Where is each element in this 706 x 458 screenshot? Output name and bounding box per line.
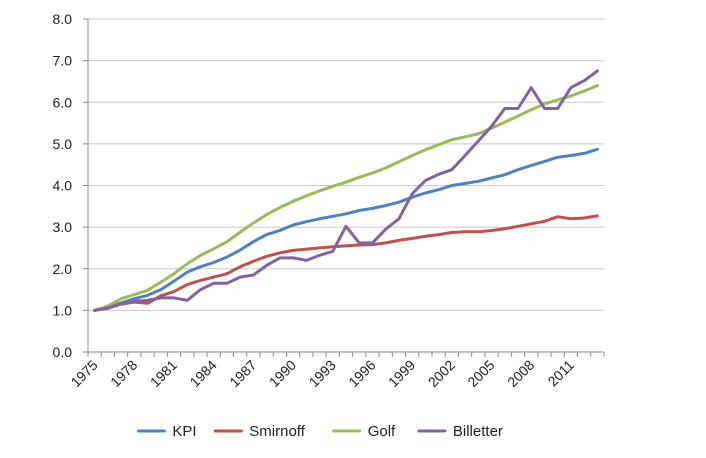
y-tick-label: 8.0 xyxy=(53,11,73,27)
x-tick-label: 1987 xyxy=(226,357,259,390)
x-tick-label: 2008 xyxy=(504,357,537,390)
y-tick-label: 5.0 xyxy=(53,136,73,152)
x-tick-label: 1981 xyxy=(147,357,180,390)
x-tick-label: 1993 xyxy=(306,357,339,390)
x-tick-label: 1990 xyxy=(266,357,299,390)
gridlines xyxy=(88,18,604,311)
x-tick-label: 2002 xyxy=(425,357,458,390)
legend-label-golf: Golf xyxy=(368,423,396,440)
x-tick-label: 1996 xyxy=(345,357,378,390)
x-tick-label: 1978 xyxy=(107,357,140,390)
y-tick-label: 0.0 xyxy=(53,344,73,360)
x-tick-label: 2011 xyxy=(544,357,577,390)
series-line-golf xyxy=(93,84,599,312)
y-tick-label: 7.0 xyxy=(53,53,73,69)
series-line-billetter xyxy=(93,69,599,312)
legend-label-kpi: KPI xyxy=(172,423,196,440)
axes xyxy=(83,18,605,357)
x-axis-ticks: 1975 1978 1981 1984 1987 1990 1993 1996 1999 2002… xyxy=(67,357,577,390)
y-tick-label: 4.0 xyxy=(53,178,73,194)
y-tick-label: 6.0 xyxy=(53,94,73,110)
x-tick-label: 2005 xyxy=(464,357,497,390)
y-tick-label: 1.0 xyxy=(53,302,73,318)
y-tick-label: 2.0 xyxy=(53,261,73,277)
series-lines xyxy=(93,69,599,312)
series-line-smirnoff xyxy=(93,214,599,312)
x-tick-label: 1999 xyxy=(385,357,418,390)
x-tick-label: 1975 xyxy=(67,357,100,390)
x-tick-label: 1984 xyxy=(186,357,219,390)
legend-label-smirnoff: Smirnoff xyxy=(249,423,305,440)
legend-label-billetter: Billetter xyxy=(453,423,503,440)
y-axis-ticks: 0.0 1.0 2.0 3.0 4.0 5.0 6.0 7.0 8.0 xyxy=(53,11,73,360)
series-line-kpi xyxy=(93,147,599,312)
legend: KPI Smirnoff Golf Billetter xyxy=(136,423,503,440)
y-tick-label: 3.0 xyxy=(53,219,73,235)
